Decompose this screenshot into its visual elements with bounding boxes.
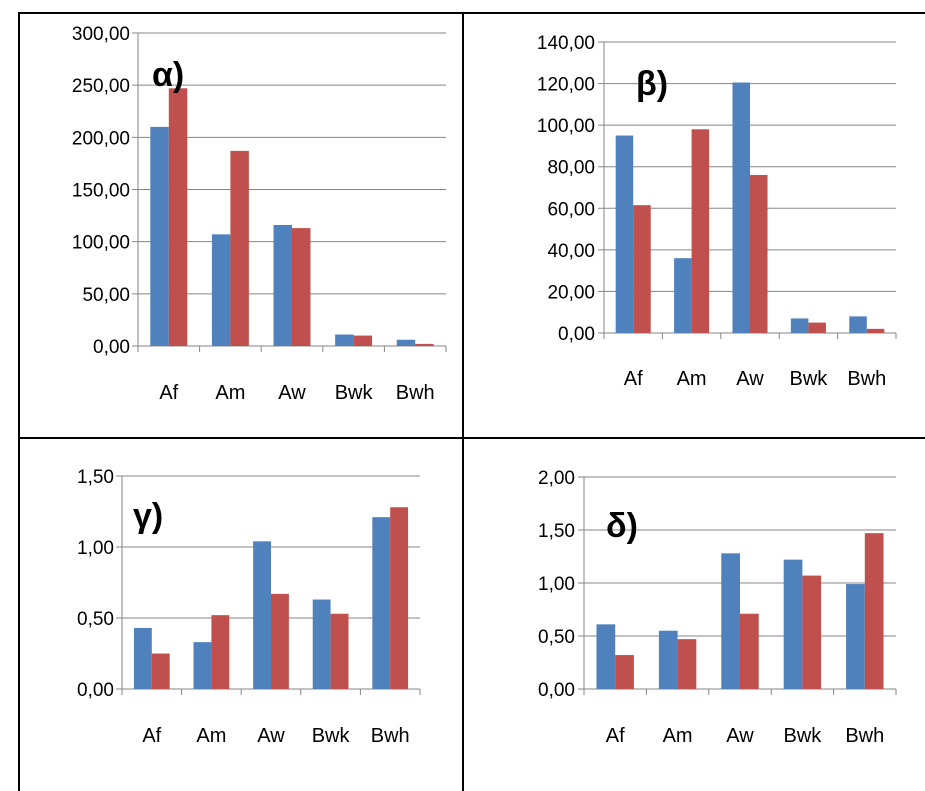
frame-top-left — [18, 12, 463, 14]
y-tick-label: 0,00 — [538, 680, 575, 701]
category-label: Aw — [278, 382, 306, 404]
bar — [372, 517, 391, 689]
bar — [633, 205, 651, 333]
bar — [211, 234, 231, 346]
bar — [615, 135, 634, 333]
frame-middle — [462, 12, 464, 791]
bar — [193, 642, 212, 689]
category-label: Aw — [736, 368, 764, 390]
bar — [211, 615, 230, 689]
bar — [273, 224, 292, 346]
bar — [292, 228, 311, 346]
bar — [396, 339, 416, 346]
category-label: Bwh — [371, 725, 410, 747]
bar — [353, 335, 373, 346]
frame-top-right — [463, 12, 925, 14]
bar — [150, 126, 169, 347]
category-label: Af — [624, 368, 643, 390]
category-label: Bwk — [790, 368, 829, 390]
bar — [168, 88, 188, 347]
bar — [783, 559, 803, 689]
y-tick-label: 40,00 — [547, 241, 595, 262]
y-tick-label: 0,50 — [77, 609, 114, 630]
category-label: Am — [663, 725, 693, 747]
category-label: Bwk — [335, 382, 374, 404]
chart-panel-delta: 0,00 0,50 1,00 1,50 2,00 Af Am Aw Bwk Bwh δ) — [538, 468, 897, 747]
bar — [808, 322, 826, 333]
bar — [596, 624, 616, 689]
y-tick-label: 1,00 — [77, 538, 114, 559]
y-tick-label: 1,50 — [538, 521, 575, 542]
bar — [802, 575, 822, 689]
bar — [271, 593, 289, 689]
bar — [390, 507, 409, 689]
bar — [658, 630, 678, 689]
y-tick-label: 60,00 — [547, 199, 595, 220]
panel-label: γ) — [133, 497, 163, 535]
bar — [674, 258, 692, 333]
chart-panel-beta: 0,00 20,00 40,00 60,00 80,00 100,00 120,00 140,… — [537, 33, 897, 390]
y-tick-label: 1,00 — [538, 574, 575, 595]
y-tick-label: 300,00 — [72, 24, 130, 45]
bar — [253, 541, 271, 689]
y-tick-label: 20,00 — [547, 282, 595, 303]
bar — [750, 175, 768, 333]
bar — [691, 129, 710, 333]
category-label: Aw — [726, 725, 754, 747]
panel-label: α) — [152, 56, 184, 94]
category-label: Bwk — [312, 725, 351, 747]
category-label: Am — [677, 368, 707, 390]
y-tick-label: 0,50 — [538, 627, 575, 648]
bar — [740, 613, 759, 689]
category-label: Af — [606, 725, 625, 747]
category-label: Am — [196, 725, 226, 747]
bar — [866, 328, 885, 333]
category-label: Am — [215, 382, 245, 404]
category-label: Bwh — [845, 725, 884, 747]
bar — [721, 553, 740, 689]
bar — [732, 82, 750, 334]
bar — [151, 653, 170, 689]
y-tick-label: 0,00 — [77, 680, 114, 701]
bar — [230, 150, 249, 346]
y-tick-label: 80,00 — [547, 158, 595, 179]
bar — [846, 584, 865, 689]
y-tick-label: 140,00 — [537, 33, 595, 54]
chart-panel-alpha: 0,00 50,00 100,00 150,00 200,00 250,00 300,00 A… — [72, 24, 447, 404]
y-tick-label: 200,00 — [72, 128, 130, 149]
bar — [330, 613, 349, 689]
y-tick-label: 250,00 — [72, 76, 130, 97]
bar — [312, 599, 331, 689]
bar — [133, 627, 152, 689]
category-label: Aw — [257, 725, 285, 747]
bar — [415, 343, 434, 346]
category-label: Af — [142, 725, 161, 747]
frame-row-divider — [18, 437, 925, 439]
bar — [864, 533, 884, 689]
y-tick-label: 120,00 — [537, 75, 595, 96]
y-tick-label: 100,00 — [537, 116, 595, 137]
category-label: Bwk — [784, 725, 823, 747]
chart-panel-gamma: 0,00 0,50 1,00 1,50 Af Am Aw Bwk Bwh γ) — [77, 467, 421, 747]
bar — [615, 655, 634, 689]
y-tick-label: 150,00 — [72, 181, 130, 202]
y-tick-label: 2,00 — [538, 468, 575, 489]
panel-label: δ) — [606, 507, 638, 545]
bar — [849, 316, 867, 333]
y-tick-label: 1,50 — [77, 467, 114, 488]
y-tick-label: 0,00 — [93, 337, 130, 358]
category-label: Af — [159, 382, 178, 404]
y-tick-label: 50,00 — [82, 285, 130, 306]
y-tick-label: 0,00 — [558, 324, 595, 345]
bar — [335, 334, 354, 346]
panel-label: β) — [636, 65, 668, 103]
category-label: Bwh — [847, 368, 886, 390]
category-label: Bwh — [396, 382, 435, 404]
y-tick-label: 100,00 — [72, 233, 130, 254]
bar — [677, 639, 697, 689]
bar — [790, 318, 809, 333]
frame-left — [18, 12, 20, 791]
